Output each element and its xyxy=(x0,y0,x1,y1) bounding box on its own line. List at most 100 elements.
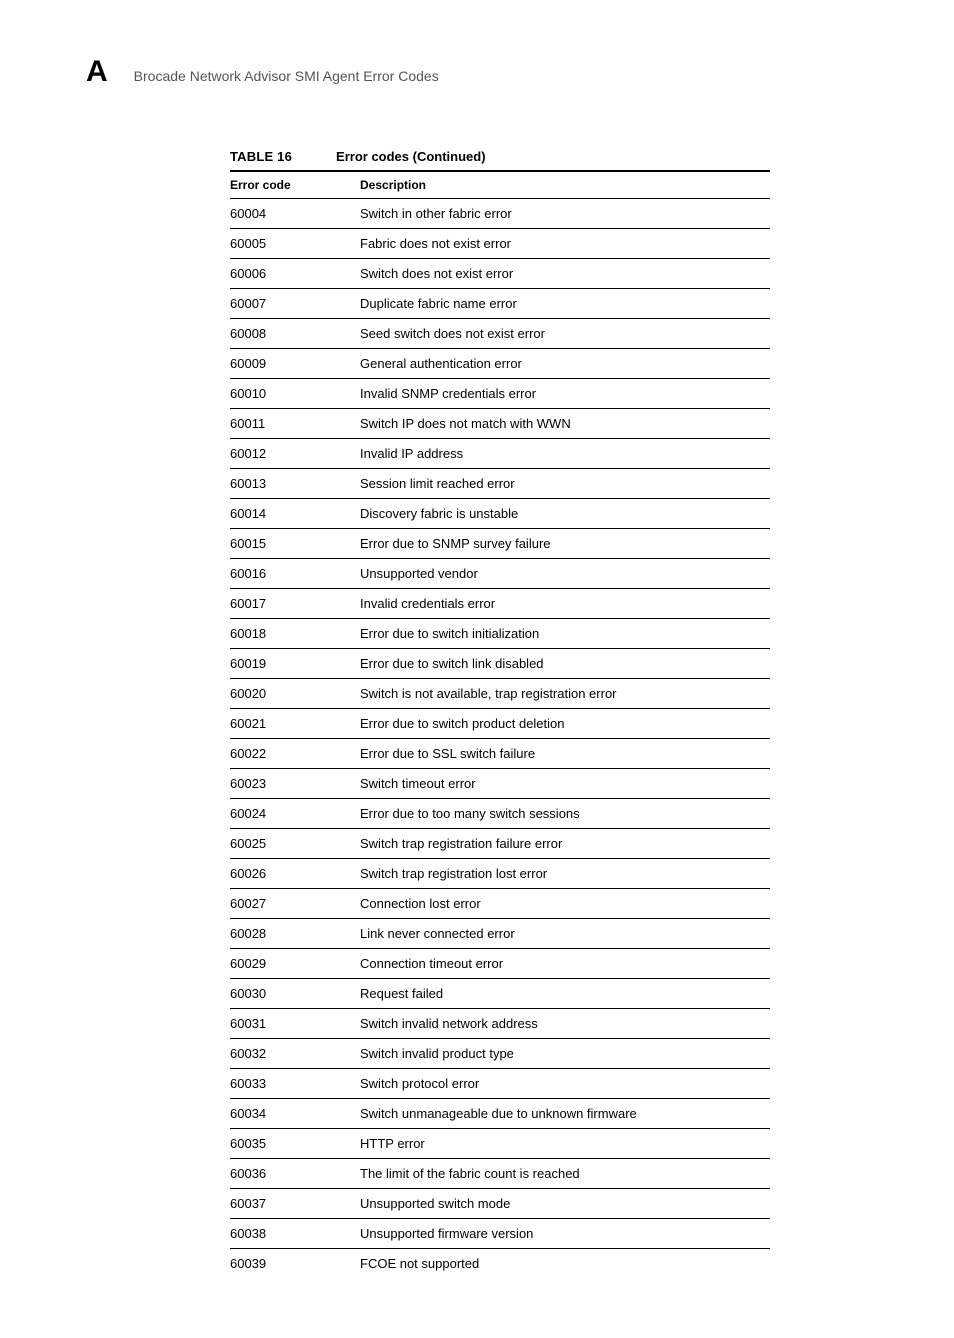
table-row: 60028Link never connected error xyxy=(230,919,770,949)
cell-description: FCOE not supported xyxy=(360,1249,770,1279)
table-row: 60008Seed switch does not exist error xyxy=(230,319,770,349)
table-row: 60011Switch IP does not match with WWN xyxy=(230,409,770,439)
cell-error-code: 60023 xyxy=(230,769,360,799)
page-header: A Brocade Network Advisor SMI Agent Erro… xyxy=(86,55,864,89)
cell-error-code: 60022 xyxy=(230,739,360,769)
cell-description: Switch invalid product type xyxy=(360,1039,770,1069)
cell-description: Error due to SSL switch failure xyxy=(360,739,770,769)
cell-description: Error due to switch product deletion xyxy=(360,709,770,739)
cell-description: Switch is not available, trap registrati… xyxy=(360,679,770,709)
cell-error-code: 60024 xyxy=(230,799,360,829)
table-row: 60022Error due to SSL switch failure xyxy=(230,739,770,769)
cell-description: Duplicate fabric name error xyxy=(360,289,770,319)
cell-error-code: 60026 xyxy=(230,859,360,889)
table-row: 60030Request failed xyxy=(230,979,770,1009)
cell-description: Switch IP does not match with WWN xyxy=(360,409,770,439)
cell-description: Connection lost error xyxy=(360,889,770,919)
cell-error-code: 60025 xyxy=(230,829,360,859)
cell-description: Discovery fabric is unstable xyxy=(360,499,770,529)
table-row: 60034Switch unmanageable due to unknown … xyxy=(230,1099,770,1129)
cell-error-code: 60032 xyxy=(230,1039,360,1069)
cell-description: General authentication error xyxy=(360,349,770,379)
cell-description: Unsupported vendor xyxy=(360,559,770,589)
table-row: 60020Switch is not available, trap regis… xyxy=(230,679,770,709)
cell-error-code: 60036 xyxy=(230,1159,360,1189)
table-row: 60036The limit of the fabric count is re… xyxy=(230,1159,770,1189)
table-row: 60005Fabric does not exist error xyxy=(230,229,770,259)
table-row: 60007Duplicate fabric name error xyxy=(230,289,770,319)
cell-description: Invalid credentials error xyxy=(360,589,770,619)
cell-error-code: 60015 xyxy=(230,529,360,559)
cell-description: Invalid SNMP credentials error xyxy=(360,379,770,409)
cell-description: Unsupported firmware version xyxy=(360,1219,770,1249)
table-row: 60009General authentication error xyxy=(230,349,770,379)
cell-error-code: 60027 xyxy=(230,889,360,919)
cell-error-code: 60020 xyxy=(230,679,360,709)
table-row: 60013Session limit reached error xyxy=(230,469,770,499)
cell-description: Error due to switch initialization xyxy=(360,619,770,649)
table-row: 60014Discovery fabric is unstable xyxy=(230,499,770,529)
cell-description: Switch trap registration lost error xyxy=(360,859,770,889)
table-row: 60037Unsupported switch mode xyxy=(230,1189,770,1219)
cell-error-code: 60037 xyxy=(230,1189,360,1219)
table-row: 60016Unsupported vendor xyxy=(230,559,770,589)
error-codes-table: Error code Description 60004Switch in ot… xyxy=(230,172,770,1278)
cell-error-code: 60018 xyxy=(230,619,360,649)
cell-description: Switch invalid network address xyxy=(360,1009,770,1039)
cell-description: Connection timeout error xyxy=(360,949,770,979)
cell-error-code: 60013 xyxy=(230,469,360,499)
table-header-row: Error code Description xyxy=(230,172,770,199)
cell-error-code: 60009 xyxy=(230,349,360,379)
cell-error-code: 60016 xyxy=(230,559,360,589)
cell-error-code: 60006 xyxy=(230,259,360,289)
table-row: 60017Invalid credentials error xyxy=(230,589,770,619)
table-caption-title: Error codes (Continued) xyxy=(336,149,486,164)
table-caption-label: TABLE 16 xyxy=(230,149,292,164)
cell-error-code: 60039 xyxy=(230,1249,360,1279)
col-header-description: Description xyxy=(360,172,770,199)
cell-description: Switch protocol error xyxy=(360,1069,770,1099)
table-row: 60027Connection lost error xyxy=(230,889,770,919)
cell-error-code: 60035 xyxy=(230,1129,360,1159)
cell-description: Switch trap registration failure error xyxy=(360,829,770,859)
cell-error-code: 60021 xyxy=(230,709,360,739)
cell-description: Invalid IP address xyxy=(360,439,770,469)
cell-error-code: 60007 xyxy=(230,289,360,319)
cell-description: Switch in other fabric error xyxy=(360,199,770,229)
cell-description: The limit of the fabric count is reached xyxy=(360,1159,770,1189)
table-row: 60021Error due to switch product deletio… xyxy=(230,709,770,739)
cell-description: Link never connected error xyxy=(360,919,770,949)
cell-description: Seed switch does not exist error xyxy=(360,319,770,349)
cell-error-code: 60012 xyxy=(230,439,360,469)
cell-description: Error due to SNMP survey failure xyxy=(360,529,770,559)
table-row: 60023Switch timeout error xyxy=(230,769,770,799)
cell-error-code: 60034 xyxy=(230,1099,360,1129)
table-row: 60010Invalid SNMP credentials error xyxy=(230,379,770,409)
cell-error-code: 60031 xyxy=(230,1009,360,1039)
cell-error-code: 60010 xyxy=(230,379,360,409)
cell-error-code: 60011 xyxy=(230,409,360,439)
error-codes-table-wrap: TABLE 16 Error codes (Continued) Error c… xyxy=(230,149,770,1278)
cell-error-code: 60008 xyxy=(230,319,360,349)
cell-description: HTTP error xyxy=(360,1129,770,1159)
cell-description: Fabric does not exist error xyxy=(360,229,770,259)
table-row: 60038Unsupported firmware version xyxy=(230,1219,770,1249)
cell-description: Request failed xyxy=(360,979,770,1009)
table-caption: TABLE 16 Error codes (Continued) xyxy=(230,149,770,172)
table-row: 60004Switch in other fabric error xyxy=(230,199,770,229)
table-row: 60035HTTP error xyxy=(230,1129,770,1159)
cell-description: Error due to switch link disabled xyxy=(360,649,770,679)
table-row: 60029Connection timeout error xyxy=(230,949,770,979)
table-row: 60015Error due to SNMP survey failure xyxy=(230,529,770,559)
cell-description: Session limit reached error xyxy=(360,469,770,499)
cell-description: Switch timeout error xyxy=(360,769,770,799)
cell-error-code: 60004 xyxy=(230,199,360,229)
table-row: 60031Switch invalid network address xyxy=(230,1009,770,1039)
cell-error-code: 60017 xyxy=(230,589,360,619)
cell-description: Switch unmanageable due to unknown firmw… xyxy=(360,1099,770,1129)
table-row: 60019Error due to switch link disabled xyxy=(230,649,770,679)
cell-error-code: 60028 xyxy=(230,919,360,949)
table-row: 60033Switch protocol error xyxy=(230,1069,770,1099)
cell-error-code: 60019 xyxy=(230,649,360,679)
table-body: 60004Switch in other fabric error60005Fa… xyxy=(230,199,770,1279)
